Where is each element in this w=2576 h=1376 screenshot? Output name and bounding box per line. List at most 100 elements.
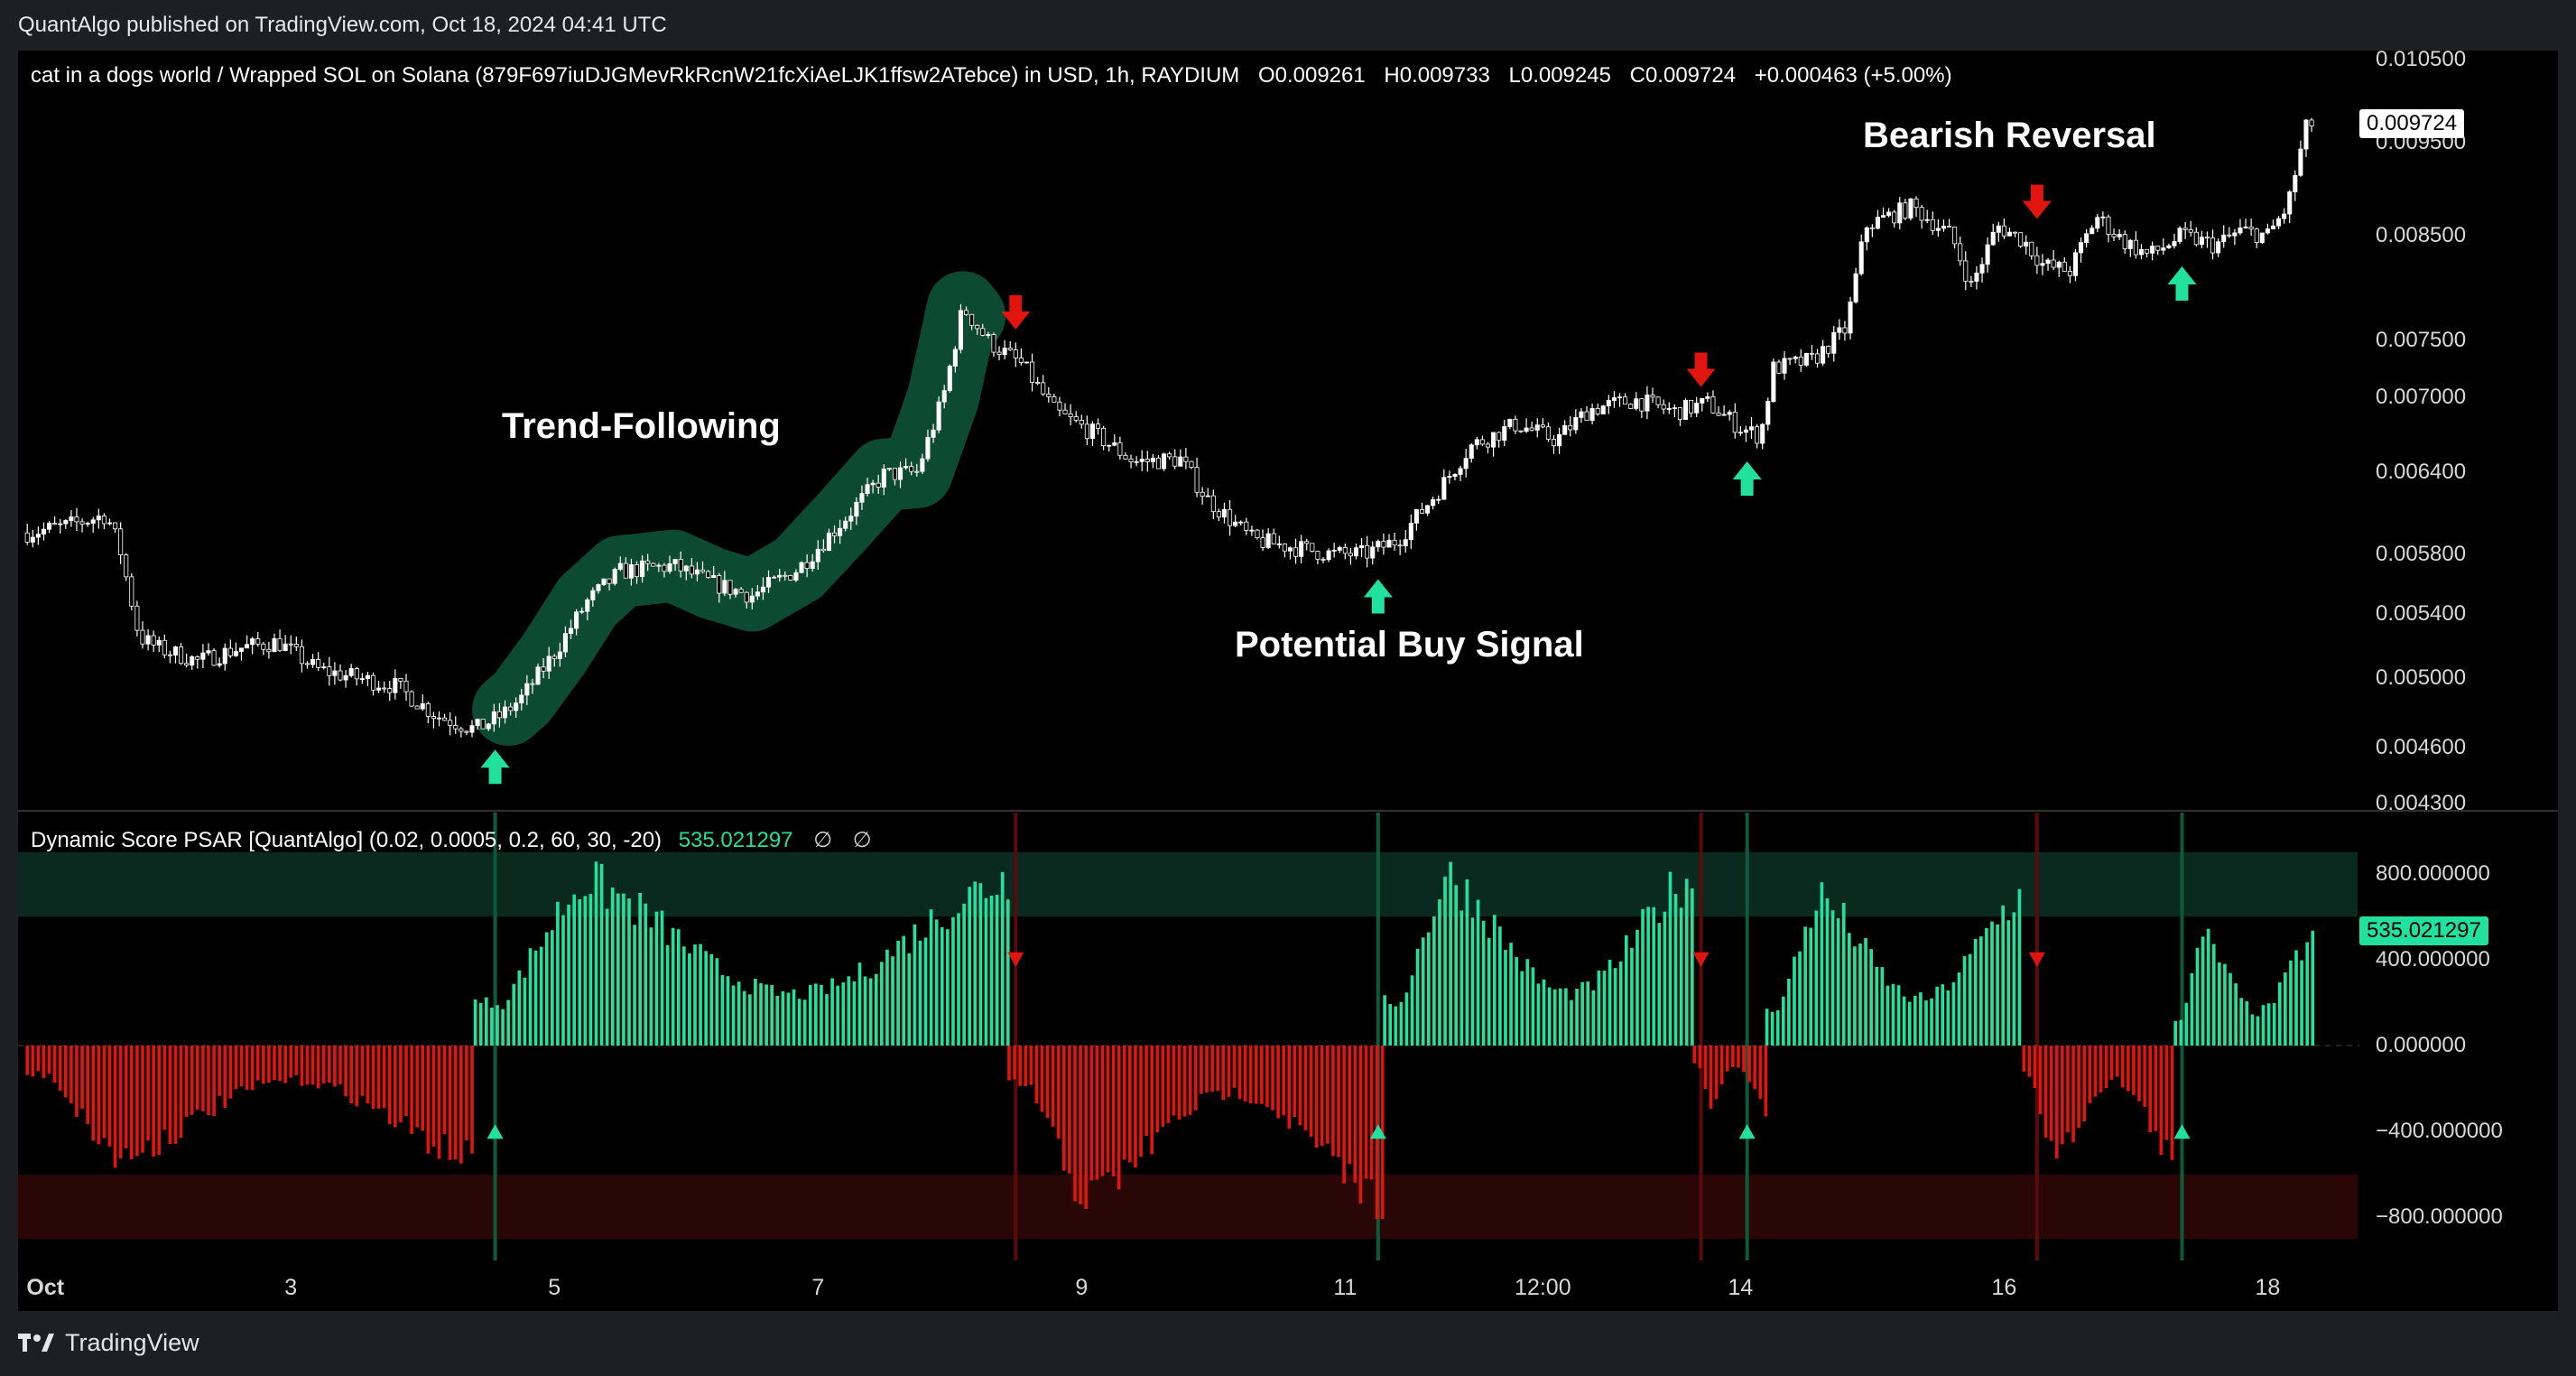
score-bar [1973, 938, 1978, 1046]
candle-body [393, 678, 398, 693]
candle-body [96, 516, 101, 521]
candle-body [1167, 453, 1172, 458]
candle-body [1963, 260, 1969, 282]
score-bar [2148, 1046, 2153, 1133]
score-bar [273, 1046, 276, 1081]
score-bar [1100, 1046, 1105, 1176]
price-tick-label: 0.010500 [2376, 47, 2467, 71]
candle-body [656, 564, 662, 567]
candle-body [1924, 218, 1930, 221]
score-bar [2195, 947, 2200, 1046]
score-bar [2082, 1046, 2087, 1122]
score-bar [1205, 1046, 1209, 1093]
score-bar [1303, 1046, 1308, 1130]
candle-body [1814, 353, 1821, 364]
candle-body [1084, 423, 1089, 440]
score-bar [1089, 1046, 1094, 1181]
buy-signal-arrow [480, 749, 510, 785]
candle-body [1529, 427, 1534, 431]
score-bar [1990, 921, 1994, 1046]
candle-body [826, 532, 831, 552]
candle-body [519, 694, 524, 704]
score-bar [1663, 911, 1667, 1046]
ohlc-open: O0.009261 [1257, 63, 1366, 88]
score-bar [1155, 1046, 1160, 1133]
candle-body [195, 656, 200, 660]
score-bar [1079, 1046, 1082, 1204]
candle-body [310, 658, 316, 665]
score-bar [234, 1046, 238, 1090]
candle-body [2018, 232, 2024, 247]
score-bar [1978, 936, 1983, 1046]
candle-body [1304, 541, 1310, 544]
candle-body [765, 577, 772, 588]
symbol-legend: cat in a dogs world / Wrapped SOL on Sol… [31, 63, 1965, 88]
indicator-na-1: ∅ [813, 828, 833, 852]
candle-body [1101, 427, 1107, 447]
score-bar [1106, 1046, 1110, 1173]
candle-body [607, 578, 612, 584]
candle-body [804, 562, 810, 569]
score-bar [1913, 995, 1917, 1046]
candle-body [1244, 521, 1249, 531]
candle-body [1765, 401, 1771, 425]
score-bar [2012, 912, 2016, 1046]
score-bar [2284, 972, 2287, 1046]
candle-body [1645, 395, 1650, 412]
candle-body [568, 628, 574, 635]
candle-body [694, 569, 700, 575]
candle-body [1299, 541, 1304, 557]
candle-body [1540, 424, 1545, 428]
score-bar [1358, 1046, 1363, 1204]
candle-body [1875, 217, 1880, 229]
score-bar [1520, 971, 1524, 1046]
candle-body [343, 674, 348, 681]
score-bar [75, 1046, 79, 1118]
candle-body [469, 725, 475, 733]
score-bar [1919, 992, 1923, 1046]
candle-body [1469, 444, 1474, 460]
candle-body [376, 687, 382, 691]
score-bar [360, 1046, 365, 1096]
candle-body [113, 522, 118, 530]
ohlc-close: C0.009724 [1629, 63, 1737, 88]
candle-body [535, 666, 541, 685]
score-bar [940, 926, 944, 1046]
score-bar [25, 1046, 30, 1075]
score-bar [923, 937, 928, 1046]
candle-body [2117, 234, 2122, 237]
candle-body [1990, 231, 1996, 246]
candle-body [2090, 228, 2095, 235]
candle-body [491, 711, 496, 725]
price-tick-label: 0.005800 [2376, 541, 2467, 566]
candle-body [2276, 218, 2282, 227]
candle-body [678, 559, 683, 572]
time-tick-label: 11 [1333, 1275, 1357, 1300]
candle-body [2193, 231, 2199, 246]
score-bar [1725, 1046, 1729, 1072]
candle-body [903, 466, 909, 469]
candle-body [832, 532, 838, 536]
ohlc-low: L0.009245 [1508, 63, 1611, 88]
candle-body [596, 584, 601, 591]
candle-body [1771, 361, 1776, 403]
time-tick-label: 3 [284, 1275, 298, 1300]
candle-body [898, 467, 903, 480]
score-bar [228, 1046, 233, 1099]
score-bar [825, 994, 829, 1046]
candle-body [442, 717, 448, 721]
candle-body [1139, 459, 1144, 462]
score-bar [1309, 1046, 1313, 1138]
candle-body [1117, 442, 1123, 456]
candle-body [1694, 403, 1700, 414]
candle-body [409, 691, 414, 707]
candle-body [1787, 358, 1793, 360]
candle-body [1452, 474, 1458, 477]
sell-signal-arrow [1686, 352, 1716, 387]
candle-body [79, 521, 85, 525]
candle-body [645, 560, 651, 564]
indicator-legend[interactable]: Dynamic Score PSAR [QuantAlgo] (0.02, 0.… [31, 827, 872, 853]
score-bar [184, 1046, 189, 1118]
score-bar [129, 1046, 134, 1159]
